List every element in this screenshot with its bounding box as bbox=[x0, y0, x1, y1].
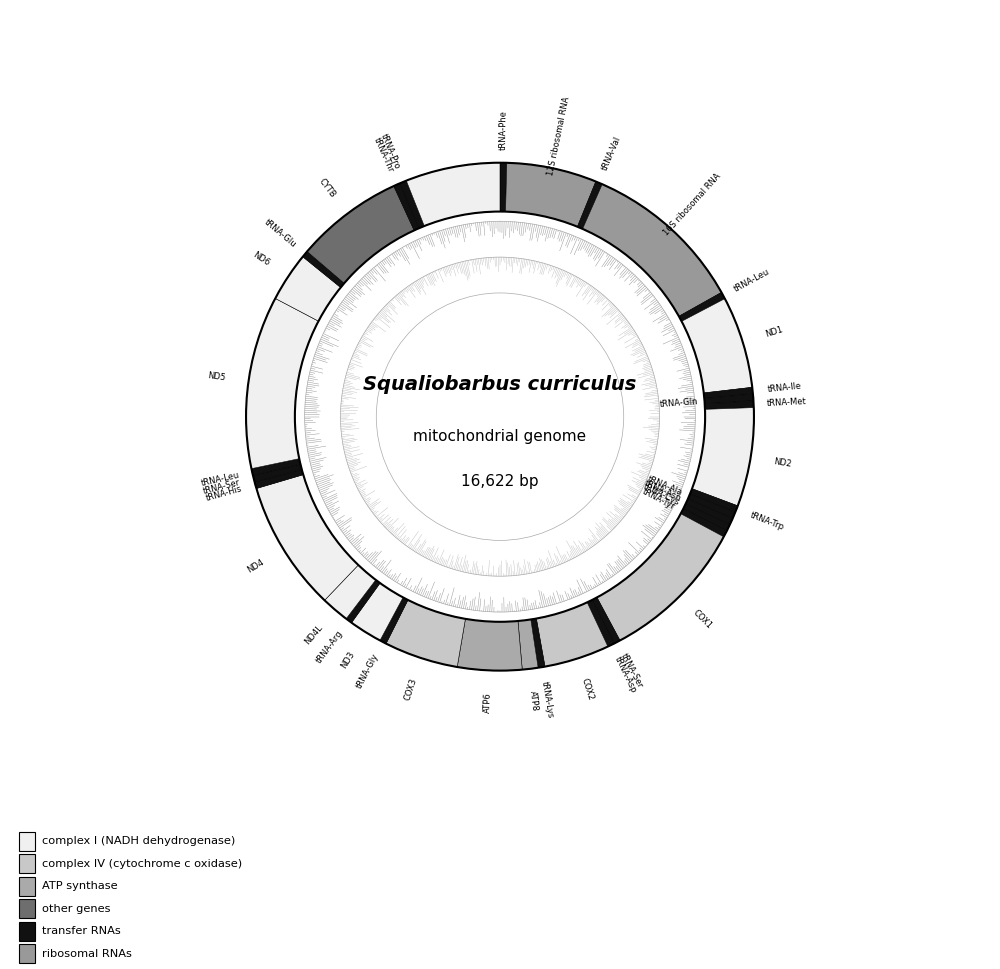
Polygon shape bbox=[400, 180, 424, 228]
Bar bbox=[19, 855, 35, 873]
Text: mitochondrial genome: mitochondrial genome bbox=[413, 428, 587, 444]
Polygon shape bbox=[394, 183, 419, 231]
Text: 16S ribosomal RNA: 16S ribosomal RNA bbox=[662, 172, 723, 237]
Bar bbox=[19, 922, 35, 941]
Text: tRNA-His: tRNA-His bbox=[205, 484, 243, 503]
Text: ND3: ND3 bbox=[340, 649, 357, 670]
Polygon shape bbox=[536, 603, 608, 667]
Text: tRNA-Asp: tRNA-Asp bbox=[613, 655, 638, 694]
Text: tRNA-Gln: tRNA-Gln bbox=[659, 397, 698, 409]
Polygon shape bbox=[352, 583, 403, 641]
Text: tRNA-Cys: tRNA-Cys bbox=[641, 483, 681, 508]
Polygon shape bbox=[592, 598, 620, 643]
Text: transfer RNAs: transfer RNAs bbox=[42, 926, 120, 936]
Text: COX2: COX2 bbox=[579, 677, 595, 702]
Bar bbox=[19, 877, 35, 895]
Text: tRNA-Arg: tRNA-Arg bbox=[314, 629, 345, 665]
Text: tRNA-Lys: tRNA-Lys bbox=[539, 680, 554, 718]
Polygon shape bbox=[303, 252, 344, 288]
Text: complex IV (cytochrome c oxidase): complex IV (cytochrome c oxidase) bbox=[42, 859, 242, 868]
Polygon shape bbox=[683, 504, 730, 531]
Text: Squaliobarbus curriculus: Squaliobarbus curriculus bbox=[363, 375, 637, 393]
Text: tRNA-Ala: tRNA-Ala bbox=[646, 475, 684, 498]
Text: tRNA-Val: tRNA-Val bbox=[601, 135, 623, 172]
Text: tRNA-Leu: tRNA-Leu bbox=[732, 266, 771, 294]
Polygon shape bbox=[577, 181, 602, 229]
Polygon shape bbox=[583, 184, 721, 316]
Text: ND6: ND6 bbox=[251, 250, 271, 267]
Text: tRNA-Met: tRNA-Met bbox=[766, 397, 806, 408]
Text: COX3: COX3 bbox=[403, 676, 418, 702]
Polygon shape bbox=[253, 464, 302, 482]
Polygon shape bbox=[406, 163, 500, 226]
Text: tRNA-Pro: tRNA-Pro bbox=[379, 133, 402, 171]
Text: other genes: other genes bbox=[42, 904, 110, 914]
Polygon shape bbox=[704, 394, 753, 404]
Text: ND4L: ND4L bbox=[303, 623, 325, 646]
Polygon shape bbox=[457, 619, 522, 671]
Bar bbox=[19, 831, 35, 851]
Text: tRNA-Thr: tRNA-Thr bbox=[372, 136, 395, 173]
Text: ATP6: ATP6 bbox=[483, 693, 493, 713]
Polygon shape bbox=[688, 494, 735, 518]
Text: CYTB: CYTB bbox=[317, 176, 337, 200]
Text: ATP synthase: ATP synthase bbox=[42, 881, 117, 891]
Polygon shape bbox=[705, 401, 754, 409]
Polygon shape bbox=[692, 408, 754, 506]
Polygon shape bbox=[256, 475, 358, 601]
Text: tRNA-Ile: tRNA-Ile bbox=[768, 381, 803, 393]
Polygon shape bbox=[531, 618, 545, 668]
Polygon shape bbox=[386, 600, 465, 667]
Text: 16,622 bp: 16,622 bp bbox=[461, 474, 539, 489]
Bar bbox=[19, 899, 35, 919]
Text: complex I (NADH dehydrogenase): complex I (NADH dehydrogenase) bbox=[42, 836, 235, 846]
Text: tRNA-Leu: tRNA-Leu bbox=[200, 471, 241, 487]
Text: tRNA-Tyr: tRNA-Tyr bbox=[641, 487, 677, 512]
Text: ribosomal RNAs: ribosomal RNAs bbox=[42, 949, 131, 958]
Text: tRNA-Asn: tRNA-Asn bbox=[643, 479, 683, 503]
Polygon shape bbox=[380, 598, 408, 643]
Polygon shape bbox=[704, 388, 753, 398]
Text: tRNA-Phe: tRNA-Phe bbox=[499, 110, 509, 150]
Polygon shape bbox=[346, 579, 380, 623]
Text: ND2: ND2 bbox=[773, 456, 792, 469]
Polygon shape bbox=[506, 163, 596, 227]
Polygon shape bbox=[690, 488, 738, 513]
Polygon shape bbox=[255, 469, 303, 488]
Polygon shape bbox=[500, 163, 507, 211]
Text: tRNA-Ser: tRNA-Ser bbox=[619, 652, 645, 690]
Polygon shape bbox=[251, 458, 300, 476]
Text: tRNA-Trp: tRNA-Trp bbox=[748, 511, 785, 532]
Polygon shape bbox=[246, 298, 318, 469]
Bar bbox=[19, 944, 35, 963]
Text: ND4: ND4 bbox=[245, 557, 265, 575]
Polygon shape bbox=[307, 186, 414, 283]
Polygon shape bbox=[597, 514, 724, 641]
Text: COX1: COX1 bbox=[691, 608, 714, 631]
Polygon shape bbox=[325, 565, 376, 619]
Polygon shape bbox=[518, 619, 538, 670]
Text: ATP8: ATP8 bbox=[528, 690, 540, 712]
Text: tRNA-Glu: tRNA-Glu bbox=[262, 217, 298, 249]
Text: tRNA-Gly: tRNA-Gly bbox=[355, 652, 381, 690]
Polygon shape bbox=[681, 509, 727, 537]
Polygon shape bbox=[275, 257, 341, 321]
Polygon shape bbox=[679, 293, 725, 322]
Polygon shape bbox=[587, 600, 614, 646]
Text: ND5: ND5 bbox=[207, 371, 226, 383]
Text: ND1: ND1 bbox=[764, 326, 784, 339]
Polygon shape bbox=[686, 499, 733, 525]
Text: 12S ribosomal RNA: 12S ribosomal RNA bbox=[546, 96, 572, 176]
Polygon shape bbox=[682, 298, 752, 393]
Text: tRNA-Ser: tRNA-Ser bbox=[203, 478, 242, 495]
